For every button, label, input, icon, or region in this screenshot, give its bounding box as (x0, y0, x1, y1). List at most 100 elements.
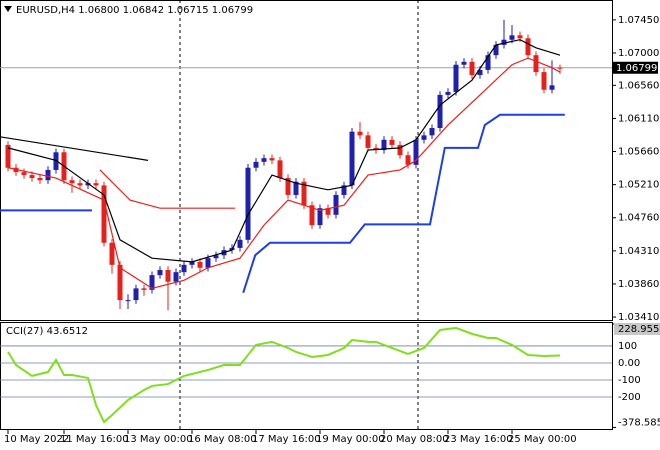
indicator-line (7, 57, 561, 290)
candle-body (309, 205, 315, 226)
indicator-title: CCI(27) 43.6512 (6, 326, 88, 337)
candle-body (333, 194, 339, 215)
candle-body (317, 208, 323, 226)
candle-body (461, 61, 467, 65)
candle-body (557, 67, 563, 69)
candle-body (381, 139, 387, 151)
candle-body (437, 94, 443, 128)
price-panel-frame (0, 0, 613, 321)
candle-body (37, 178, 43, 181)
x-tick-label: 25 May 00:00 (508, 434, 577, 445)
candle-body (197, 261, 203, 268)
candle-body (237, 239, 243, 248)
y-tick-label: 1.05660 (618, 147, 659, 158)
candle-body (293, 181, 299, 195)
candle-body (501, 39, 507, 45)
x-tick-label: 13 May 00:00 (124, 434, 193, 445)
candle-body (485, 55, 491, 70)
candle-body (477, 69, 483, 76)
current-price-box (612, 61, 658, 74)
x-tick-label: 11 May 16:00 (60, 434, 129, 445)
candle-body (181, 264, 187, 273)
candle-body (125, 300, 131, 302)
candle-body (85, 183, 91, 186)
candle-body (45, 169, 51, 181)
candle-body (453, 64, 459, 92)
current-price-label: 1.06799 (616, 63, 657, 74)
x-tick-label: 20 May 08:00 (380, 434, 449, 445)
candle-body (173, 272, 179, 282)
candle-body (517, 35, 523, 39)
candle-body (397, 144, 403, 156)
y-tick-label: 0.00 (618, 358, 640, 369)
candle-body (405, 155, 411, 165)
y-tick-label: 1.03410 (618, 312, 659, 323)
candle-body (341, 185, 347, 195)
candle-body (285, 178, 291, 195)
indicator-line (242, 113, 565, 294)
candle-body (357, 131, 363, 136)
candle-body (525, 38, 531, 56)
candle-body (5, 144, 11, 168)
indicator-line (7, 39, 561, 263)
y-tick-label: 1.04760 (618, 213, 659, 224)
candle-body (69, 180, 75, 184)
candle-body (29, 175, 35, 179)
candle-body (141, 288, 147, 290)
candle-body (349, 131, 355, 186)
x-tick-label: 10 May 2022 (4, 434, 69, 445)
y-tick-label: 1.07000 (618, 48, 659, 59)
candle-body (493, 44, 499, 56)
candle-body (101, 185, 107, 243)
candle-body (533, 55, 539, 73)
candle-body (21, 172, 27, 176)
candle-body (213, 255, 219, 259)
candle-body (157, 269, 163, 276)
y-tick-label: 1.05210 (618, 180, 659, 191)
cci-panel-frame (0, 322, 613, 430)
y-tick-label: 100 (618, 341, 637, 352)
candle-body (261, 158, 267, 162)
candle-body (205, 258, 211, 268)
candle-body (541, 72, 547, 90)
candle-body (117, 264, 123, 301)
candle-body (109, 242, 115, 265)
candle-body (509, 35, 515, 40)
x-tick-label: 17 May 16:00 (252, 434, 321, 445)
x-tick-label: 19 May 00:00 (316, 434, 385, 445)
menu-arrow (4, 6, 12, 12)
candle-body (269, 158, 275, 161)
x-tick-label: 16 May 08:00 (188, 434, 257, 445)
candle-body (277, 160, 283, 179)
candle-body (421, 135, 427, 140)
candle-body (165, 269, 171, 282)
max-label-box (614, 323, 660, 335)
candle-body (469, 61, 475, 76)
y-tick-label: -200 (618, 392, 641, 403)
candle-body (445, 91, 451, 95)
y-tick-label: 1.06110 (618, 113, 659, 124)
candle-body (253, 161, 259, 168)
candle-body (189, 261, 195, 265)
candle-body (429, 128, 435, 136)
candle-body (325, 208, 331, 215)
candle-body (133, 288, 139, 301)
y-tick-label: 1.07450 (618, 15, 659, 26)
y-tick-label: 1.04310 (618, 246, 659, 257)
y-tick-label: 1.06560 (618, 80, 659, 91)
candle-body (93, 183, 99, 186)
candle-body (77, 183, 83, 186)
y-tick-label: 228.9556 (618, 324, 660, 335)
y-tick-label: -378.5858 (618, 417, 660, 428)
candle-body (549, 85, 555, 90)
candle-body (301, 181, 307, 206)
candle-body (245, 167, 251, 240)
candle-body (365, 135, 371, 148)
y-tick-label: 1.03860 (618, 279, 659, 290)
cci-line (7, 326, 561, 424)
y-tick-label: -100 (618, 375, 641, 386)
indicator-line (0, 136, 149, 161)
candle-body (149, 275, 155, 290)
x-tick-label: 23 May 16:00 (444, 434, 513, 445)
